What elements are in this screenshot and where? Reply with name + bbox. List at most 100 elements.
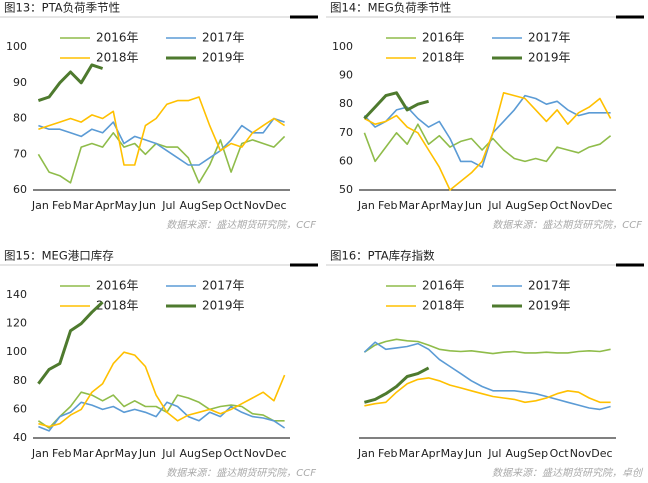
series-line: [363, 338, 611, 355]
legend-label: 2017年: [202, 31, 245, 45]
x-tick-label: Sep: [201, 199, 222, 212]
series-line: [38, 351, 286, 428]
y-tick-label: 80: [339, 97, 353, 110]
x-tick-label: Feb: [378, 199, 397, 212]
x-tick-label: Jun: [138, 199, 156, 212]
y-tick-label: 120: [6, 317, 27, 330]
y-tick-label: 80: [13, 112, 27, 125]
legend-label: 2016年: [96, 279, 139, 293]
source-note: 数据来源：盛达期货研究院，CCF: [492, 219, 642, 231]
y-tick-label: 50: [339, 183, 353, 196]
x-tick-label: May: [441, 199, 464, 212]
x-tick-label: Jan: [357, 447, 375, 460]
y-tick-label: 90: [339, 69, 353, 82]
chart-title: 图14：MEG负荷季节性: [330, 1, 451, 15]
x-tick-label: Aug: [506, 447, 527, 460]
x-tick-label: Sep: [201, 447, 222, 460]
chart-title: 图16：PTA库存指数: [330, 249, 435, 263]
series-line: [364, 377, 611, 407]
x-tick-label: Nov: [244, 199, 266, 212]
series-line: [37, 132, 286, 184]
series-line: [37, 301, 104, 385]
x-tick-label: Jun: [138, 447, 156, 460]
series-line: [38, 96, 286, 166]
x-tick-label: May: [115, 199, 138, 212]
x-tick-label: Dec: [265, 447, 286, 460]
x-tick-label: Feb: [52, 199, 71, 212]
x-tick-label: Apr: [421, 199, 441, 212]
x-tick-label: Apr: [95, 199, 115, 212]
source-note: 数据来源：盛达期货研究院，CCF: [166, 467, 316, 479]
series-line: [363, 94, 611, 168]
y-tick-label: 100: [6, 345, 27, 358]
x-tick-label: Oct: [550, 447, 570, 460]
x-tick-label: Mar: [399, 199, 420, 212]
y-tick-label: 70: [13, 147, 27, 160]
y-tick-label: 140: [6, 288, 27, 301]
legend-label: 2018年: [422, 299, 465, 313]
y-tick-label: 60: [13, 183, 27, 196]
x-tick-label: May: [441, 447, 464, 460]
x-tick-label: Dec: [265, 199, 286, 212]
x-tick-label: Jul: [487, 447, 501, 460]
series-line: [364, 92, 612, 191]
source-note: 数据来源：盛达期货研究院，卓创: [492, 467, 644, 479]
x-tick-label: Jul: [487, 199, 501, 212]
source-note: 数据来源：盛达期货研究院，CCF: [166, 219, 316, 231]
x-tick-label: Apr: [95, 447, 115, 460]
legend-label: 2016年: [422, 279, 465, 293]
x-tick-label: Mar: [399, 447, 420, 460]
x-tick-label: Oct: [224, 199, 244, 212]
x-tick-label: Aug: [506, 199, 527, 212]
x-tick-label: Jan: [357, 199, 375, 212]
x-tick-label: Mar: [73, 447, 94, 460]
series-line: [363, 91, 429, 120]
series-line: [38, 117, 285, 166]
x-tick-label: Dec: [591, 199, 612, 212]
series-line: [363, 123, 612, 163]
legend-label: 2016年: [96, 31, 139, 45]
legend-label: 2019年: [202, 299, 245, 313]
x-tick-label: Feb: [52, 447, 71, 460]
series-line: [363, 341, 611, 411]
x-tick-label: Aug: [180, 447, 201, 460]
x-tick-label: Mar: [73, 199, 94, 212]
legend-label: 2017年: [528, 31, 571, 45]
x-tick-label: Nov: [570, 199, 592, 212]
y-tick-label: 60: [339, 154, 353, 167]
chart-title: 图15：MEG港口库存: [4, 249, 114, 263]
x-tick-label: Jan: [31, 447, 49, 460]
legend-label: 2019年: [528, 299, 571, 313]
y-tick-label: 60: [13, 402, 27, 415]
legend-label: 2016年: [422, 31, 465, 45]
series-line: [38, 401, 286, 432]
x-tick-label: Jul: [161, 199, 175, 212]
legend-label: 2017年: [202, 279, 245, 293]
legend-label: 2018年: [422, 51, 465, 65]
legend-label: 2019年: [202, 51, 245, 65]
y-tick-label: 80: [13, 374, 27, 387]
y-tick-label: 90: [13, 76, 27, 89]
x-tick-label: Oct: [224, 447, 244, 460]
x-tick-label: Dec: [591, 447, 612, 460]
x-tick-label: Oct: [550, 199, 570, 212]
x-tick-label: Jun: [464, 199, 482, 212]
legend-label: 2018年: [96, 51, 139, 65]
y-tick-label: 70: [339, 126, 353, 139]
y-tick-label: 100: [6, 40, 27, 53]
x-tick-label: Apr: [421, 447, 441, 460]
legend-label: 2017年: [528, 279, 571, 293]
x-tick-label: Jan: [31, 199, 49, 212]
decor: [0, 15, 644, 267]
x-tick-label: Feb: [378, 447, 397, 460]
x-tick-label: Sep: [527, 447, 548, 460]
x-tick-label: Jul: [161, 447, 175, 460]
x-tick-label: May: [115, 447, 138, 460]
legend-label: 2018年: [96, 299, 139, 313]
chart-title: 图13：PTA负荷季节性: [4, 1, 120, 15]
legend-label: 2019年: [528, 51, 571, 65]
x-tick-label: Aug: [180, 199, 201, 212]
y-tick-label: 100: [332, 40, 353, 53]
x-tick-label: Nov: [570, 447, 592, 460]
